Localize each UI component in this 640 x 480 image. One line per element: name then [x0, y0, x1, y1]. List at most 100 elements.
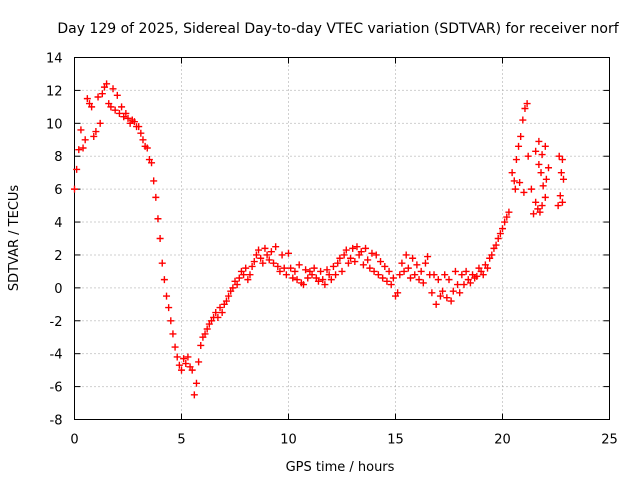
data-point — [338, 267, 346, 275]
y-tick-label: -8 — [50, 414, 63, 429]
data-point — [555, 152, 563, 160]
y-tick-label: 2 — [54, 249, 62, 264]
data-point — [242, 264, 250, 272]
data-point — [473, 272, 481, 280]
data-point — [154, 215, 162, 223]
data-point — [428, 289, 436, 297]
data-point — [314, 277, 322, 285]
data-point — [257, 254, 265, 262]
data-point — [163, 292, 171, 300]
data-point — [383, 277, 391, 285]
data-point — [535, 137, 543, 145]
data-point — [124, 114, 132, 122]
data-point — [432, 300, 440, 308]
data-point — [229, 284, 237, 292]
data-point — [293, 276, 301, 284]
data-point — [466, 279, 474, 287]
data-point — [302, 266, 310, 274]
data-point — [538, 202, 546, 210]
data-point — [430, 271, 438, 279]
data-point — [479, 271, 487, 279]
data-point — [454, 281, 462, 289]
data-point — [417, 267, 425, 275]
data-point — [389, 274, 397, 282]
data-point — [96, 119, 104, 127]
data-point — [259, 259, 267, 267]
data-point — [554, 202, 562, 210]
data-point — [118, 103, 126, 111]
data-point — [276, 267, 284, 275]
data-point — [201, 330, 209, 338]
data-point — [169, 330, 177, 338]
data-point — [377, 258, 385, 266]
data-point — [92, 128, 100, 136]
data-point — [252, 251, 260, 259]
x-tick-label: 15 — [387, 433, 404, 448]
data-point — [535, 160, 543, 168]
data-point — [289, 274, 297, 282]
data-point — [558, 198, 566, 206]
data-point — [150, 177, 158, 185]
data-point — [400, 267, 408, 275]
data-point — [270, 259, 278, 267]
data-point — [158, 259, 166, 267]
data-point — [398, 259, 406, 267]
data-point — [188, 366, 196, 374]
data-point — [520, 188, 528, 196]
data-points — [71, 80, 567, 399]
data-point — [336, 254, 344, 262]
data-point — [216, 304, 224, 312]
data-point — [265, 256, 273, 264]
data-point — [372, 251, 380, 259]
data-point — [492, 241, 500, 249]
data-point — [449, 287, 457, 295]
data-point — [222, 297, 230, 305]
data-point — [503, 213, 511, 221]
data-point — [538, 151, 546, 159]
data-point — [317, 267, 325, 275]
data-point — [379, 274, 387, 282]
data-point — [203, 325, 211, 333]
data-point — [394, 289, 402, 297]
grid-lines — [74, 57, 610, 420]
chart-title: Day 129 of 2025, Sidereal Day-to-day VTE… — [57, 21, 619, 37]
data-point — [103, 80, 111, 88]
data-point — [484, 264, 492, 272]
data-point — [197, 341, 205, 349]
data-point — [510, 177, 518, 185]
data-point — [115, 109, 123, 117]
data-point — [235, 274, 243, 282]
y-tick-label: 4 — [54, 216, 62, 231]
data-point — [541, 193, 549, 201]
data-point — [280, 264, 288, 272]
data-point — [148, 159, 156, 167]
data-point — [496, 230, 504, 238]
data-point — [135, 123, 143, 131]
data-point — [539, 182, 547, 190]
data-point — [351, 258, 359, 266]
data-point — [171, 343, 179, 351]
data-point — [173, 353, 181, 361]
data-point — [530, 210, 538, 218]
data-point — [325, 271, 333, 279]
data-point — [152, 193, 160, 201]
data-point — [524, 152, 532, 160]
data-point — [304, 274, 312, 282]
data-point — [233, 281, 241, 289]
data-point — [523, 100, 531, 108]
data-point — [537, 169, 545, 177]
data-point — [73, 165, 81, 173]
data-point — [175, 361, 183, 369]
data-point — [439, 287, 447, 295]
data-point — [349, 244, 357, 252]
data-point — [347, 254, 355, 262]
data-point — [494, 235, 502, 242]
data-point — [385, 267, 393, 275]
x-tick-label: 5 — [177, 433, 185, 448]
y-tick-label: 6 — [54, 183, 62, 198]
data-point — [557, 169, 565, 177]
data-point — [255, 246, 263, 254]
data-point — [536, 208, 544, 216]
data-point — [310, 264, 318, 272]
data-point — [83, 95, 91, 103]
